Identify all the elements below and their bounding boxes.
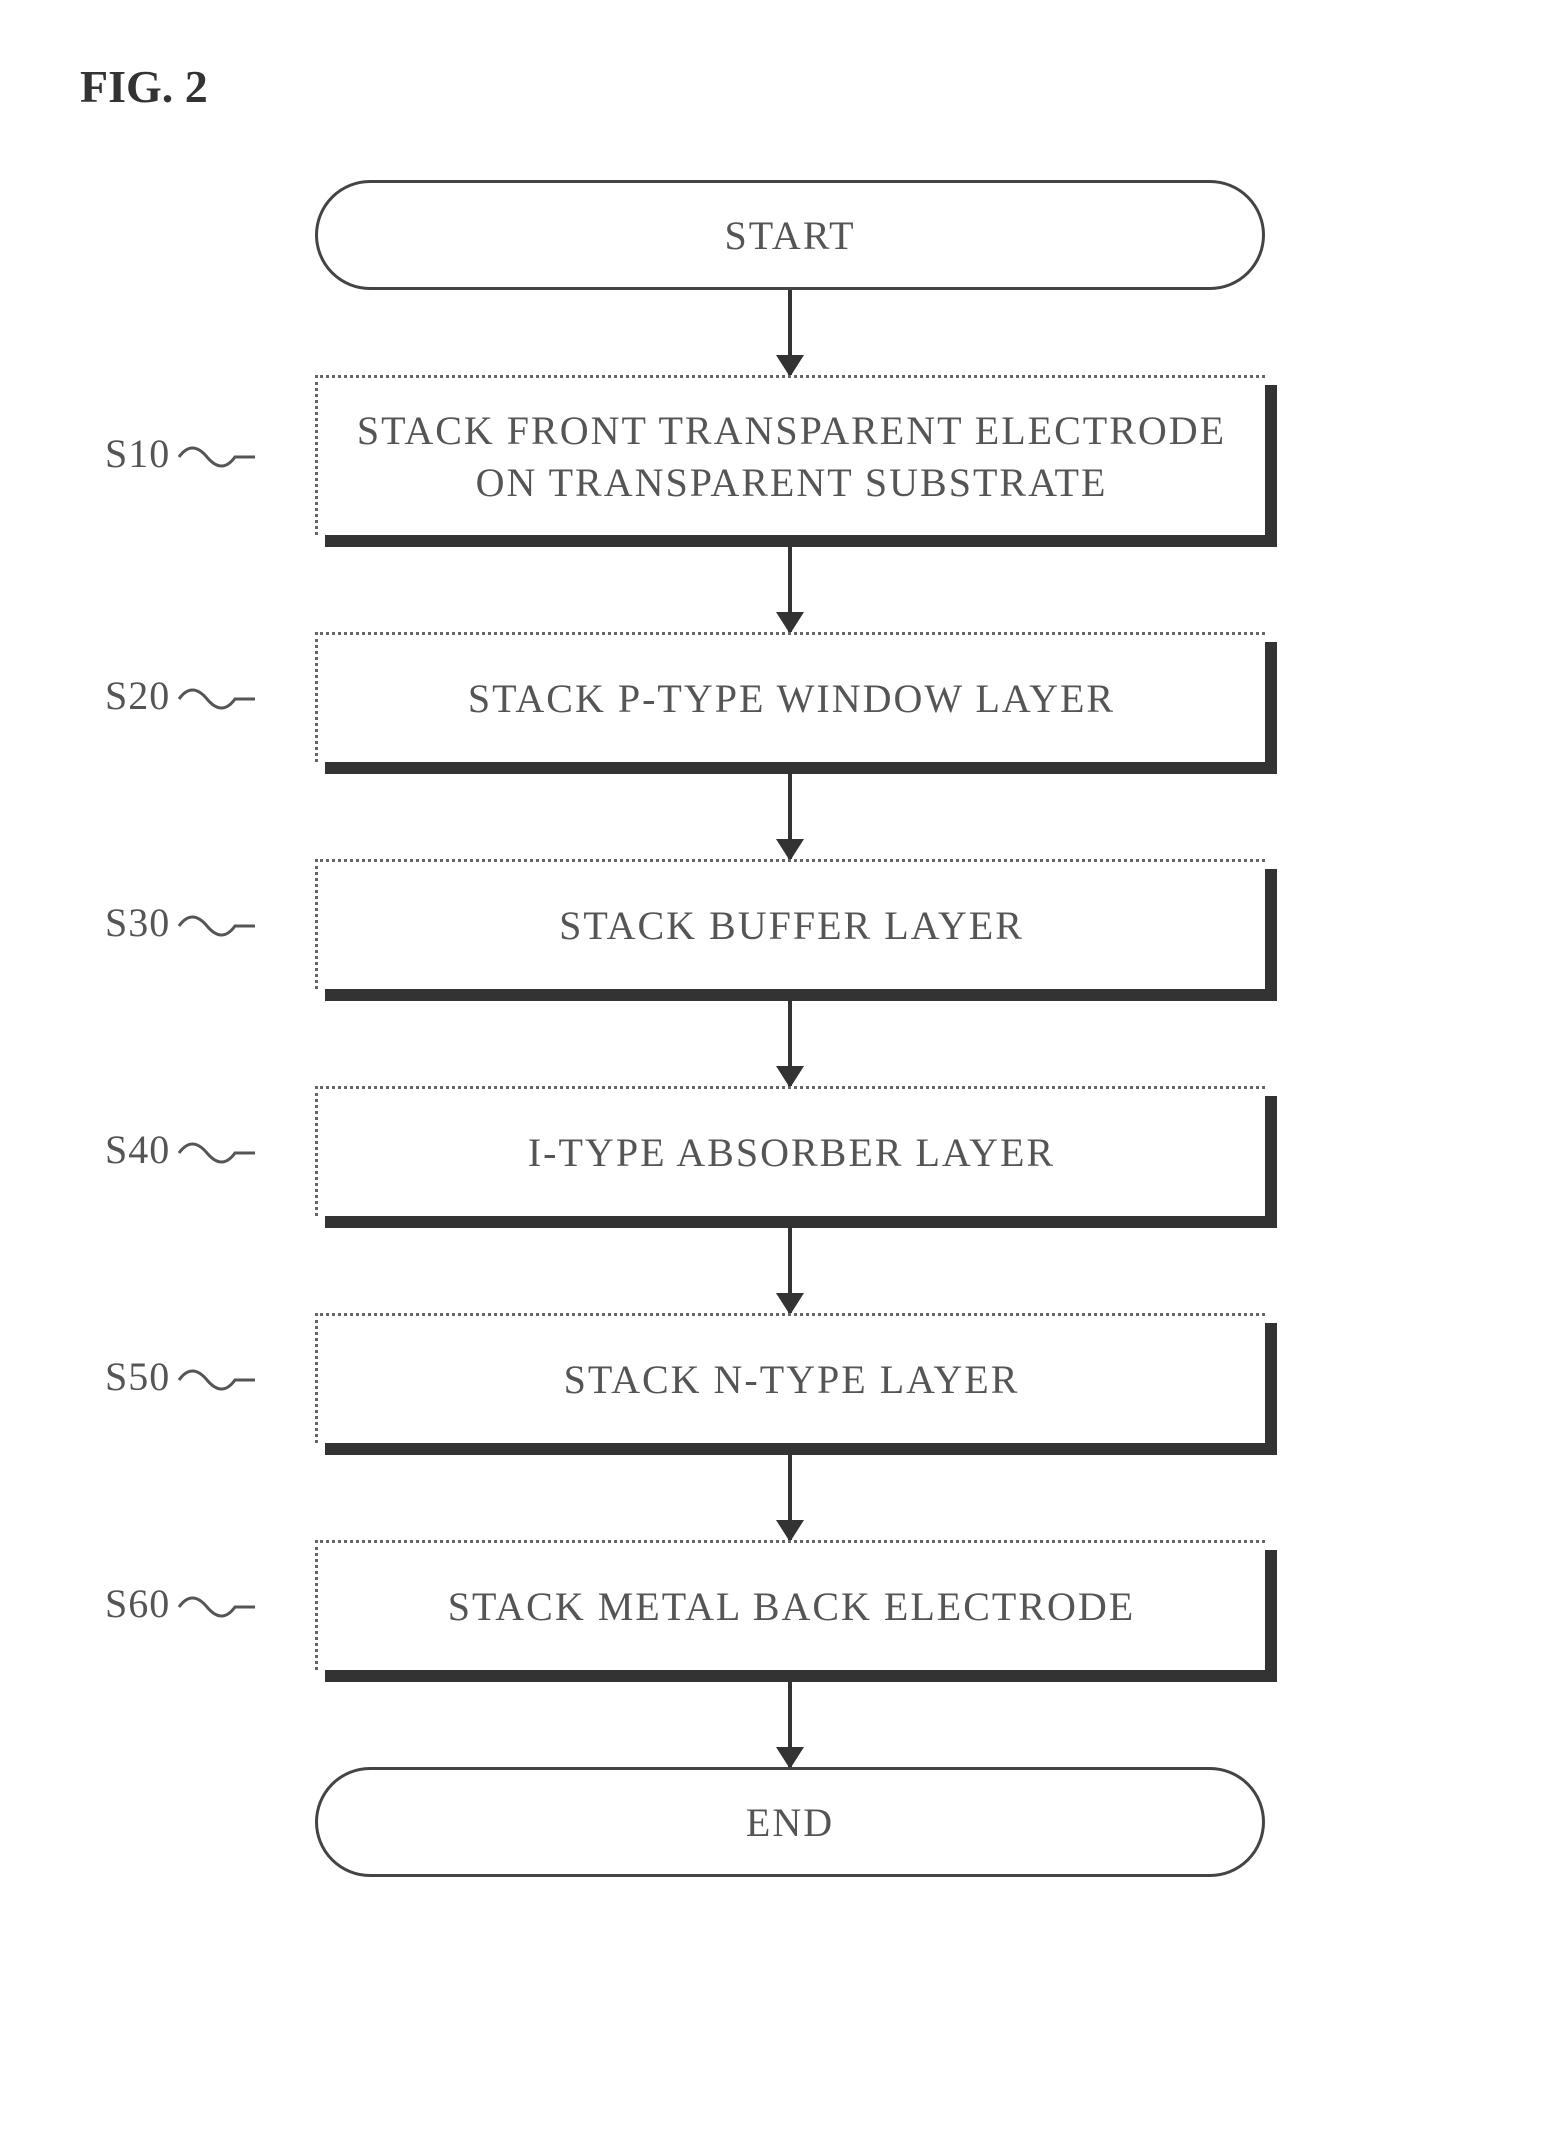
edge-s30-s40 (788, 1001, 792, 1086)
node-s50-label: STACK N-TYPE LAYER (544, 1354, 1040, 1406)
shadow-bottom (325, 987, 1275, 1001)
shadow-bottom (325, 1441, 1275, 1455)
node-start: START (315, 180, 1265, 290)
node-s60-label: STACK METAL BACK ELECTRODE (428, 1581, 1155, 1633)
node-s60: STACK METAL BACK ELECTRODE (315, 1540, 1265, 1670)
edge-s50-s60 (788, 1455, 792, 1540)
node-start-wrap: START (235, 180, 1345, 290)
node-s10-box: STACK FRONT TRANSPARENT ELECTRODE ON TRA… (315, 375, 1265, 535)
node-s10-label: STACK FRONT TRANSPARENT ELECTRODE ON TRA… (337, 405, 1246, 509)
edge-s10-s20 (788, 547, 792, 632)
edge-s20-s30 (788, 774, 792, 859)
connector-s60 (177, 1587, 257, 1627)
node-end: END (315, 1767, 1265, 1877)
node-s20-box: STACK P-TYPE WINDOW LAYER (315, 632, 1265, 762)
node-s40: I-TYPE ABSORBER LAYER (315, 1086, 1265, 1216)
node-s30-label: STACK BUFFER LAYER (539, 900, 1044, 952)
shadow-bottom (325, 533, 1275, 547)
connector-s50 (177, 1360, 257, 1400)
node-end-label: END (726, 1799, 854, 1846)
figure-label: FIG. 2 (80, 60, 208, 113)
node-s40-box: I-TYPE ABSORBER LAYER (315, 1086, 1265, 1216)
tag-s10: S10 (105, 430, 170, 477)
connector-s10 (177, 437, 257, 477)
shadow-right (1263, 869, 1277, 1001)
page: FIG. 2 START S10 STACK FRONT TRANSPARENT… (0, 0, 1544, 2134)
edge-s40-s50 (788, 1228, 792, 1313)
connector-s20 (177, 679, 257, 719)
shadow-right (1263, 1096, 1277, 1228)
node-s30-box: STACK BUFFER LAYER (315, 859, 1265, 989)
shadow-right (1263, 1550, 1277, 1682)
node-s30: STACK BUFFER LAYER (315, 859, 1265, 989)
node-s40-wrap: S40 I-TYPE ABSORBER LAYER (235, 1086, 1345, 1216)
tag-s30: S30 (105, 899, 170, 946)
node-s30-wrap: S30 STACK BUFFER LAYER (235, 859, 1345, 989)
connector-s40 (177, 1133, 257, 1173)
shadow-bottom (325, 760, 1275, 774)
node-s50-wrap: S50 STACK N-TYPE LAYER (235, 1313, 1345, 1443)
node-s60-wrap: S60 STACK METAL BACK ELECTRODE (235, 1540, 1345, 1670)
shadow-right (1263, 385, 1277, 547)
shadow-bottom (325, 1668, 1275, 1682)
node-s40-label: I-TYPE ABSORBER LAYER (508, 1127, 1075, 1179)
node-s10-wrap: S10 STACK FRONT TRANSPARENT ELECTRODE ON… (235, 375, 1345, 535)
shadow-right (1263, 642, 1277, 774)
connector-s30 (177, 906, 257, 946)
shadow-bottom (325, 1214, 1275, 1228)
node-s50: STACK N-TYPE LAYER (315, 1313, 1265, 1443)
edge-start-s10 (788, 290, 792, 375)
tag-s40: S40 (105, 1126, 170, 1173)
node-s20: STACK P-TYPE WINDOW LAYER (315, 632, 1265, 762)
node-s60-box: STACK METAL BACK ELECTRODE (315, 1540, 1265, 1670)
node-s10: STACK FRONT TRANSPARENT ELECTRODE ON TRA… (315, 375, 1265, 535)
tag-s20: S20 (105, 672, 170, 719)
node-s50-box: STACK N-TYPE LAYER (315, 1313, 1265, 1443)
shadow-right (1263, 1323, 1277, 1455)
flowchart: START S10 STACK FRONT TRANSPARENT ELECTR… (235, 180, 1345, 1877)
node-s20-wrap: S20 STACK P-TYPE WINDOW LAYER (235, 632, 1345, 762)
edge-s60-end (788, 1682, 792, 1767)
tag-s50: S50 (105, 1353, 170, 1400)
node-s20-label: STACK P-TYPE WINDOW LAYER (448, 673, 1135, 725)
node-start-label: START (704, 212, 875, 259)
tag-s60: S60 (105, 1580, 170, 1627)
node-end-wrap: END (235, 1767, 1345, 1877)
